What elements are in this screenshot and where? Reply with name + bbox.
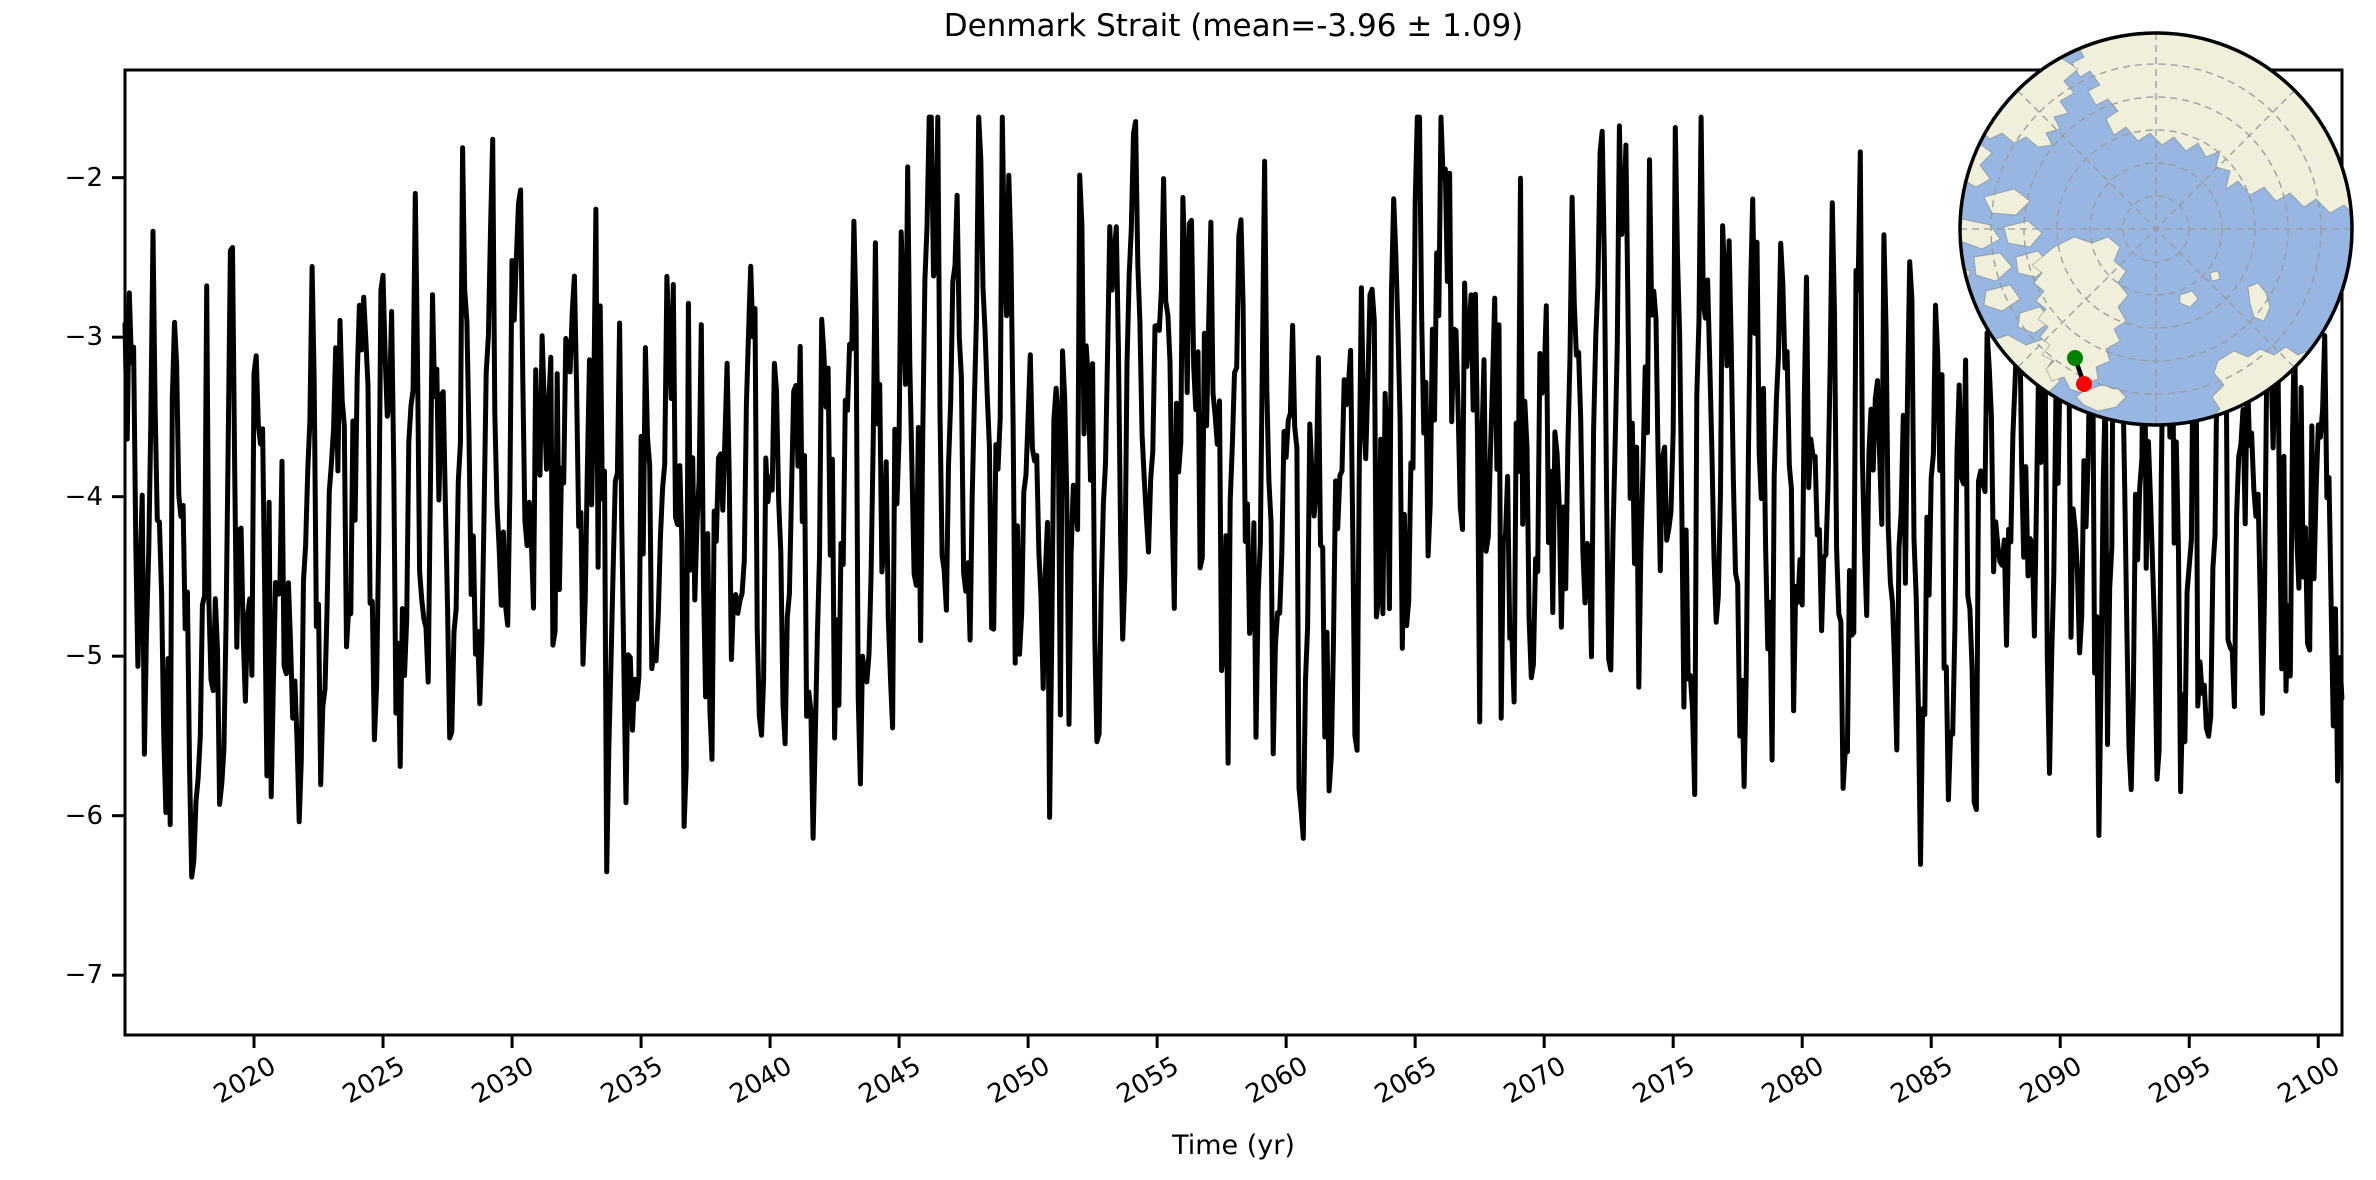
iceland-endpoint-marker	[2076, 376, 2092, 392]
map-graticule	[1960, 33, 2352, 425]
inset-map	[1958, 31, 2354, 427]
axes-spines	[123, 68, 2344, 1037]
y-tick-label--6: −6	[64, 800, 103, 831]
tick-marks	[112, 176, 2320, 1048]
land-svalbard	[2179, 270, 2221, 308]
y-tick-label--2: −2	[64, 162, 103, 193]
land-novaya-zemlya	[2247, 282, 2271, 322]
y-tick-label--7: −7	[64, 960, 103, 991]
transport-series-line	[122, 114, 2345, 880]
land-canada	[1960, 328, 2061, 425]
x-axis-label: Time (yr)	[1172, 1130, 1295, 1161]
y-tick-label--3: −3	[64, 322, 103, 353]
greenland-endpoint-marker	[2067, 350, 2083, 366]
y-tick-label--5: −5	[64, 641, 103, 672]
map-border	[1958, 31, 2354, 427]
chart-title: Denmark Strait (mean=-3.96 ± 1.09)	[943, 8, 1524, 44]
land-iceland	[2075, 384, 2127, 412]
y-tick-label--4: −4	[64, 481, 103, 512]
